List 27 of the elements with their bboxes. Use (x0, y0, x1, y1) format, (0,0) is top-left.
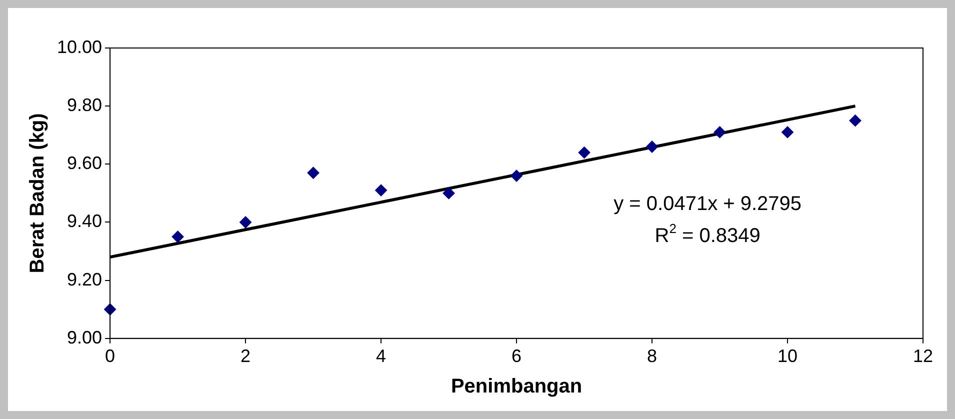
x-axis-title: Penimbangan (450, 376, 582, 398)
y-tick-label: 9.20 (66, 269, 102, 290)
point (849, 114, 862, 127)
x-tick-label: 8 (647, 346, 658, 366)
annotation: y = 0.0471x + 9.2795 (614, 193, 802, 215)
x-tick-label: 12 (912, 346, 934, 366)
x-tick-label: 10 (777, 346, 798, 366)
x-tick-label: 4 (376, 346, 386, 366)
x-tick-label: 6 (512, 346, 522, 366)
y-tick-label: 9.00 (66, 327, 102, 348)
y-tick-label: 9.80 (66, 95, 102, 116)
y-tick-label: 9.60 (66, 153, 102, 174)
y-tick-label: 10.00 (56, 36, 102, 57)
x-tick-label: 0 (105, 346, 116, 366)
y-tick-label: 9.40 (66, 211, 102, 232)
point (442, 187, 455, 200)
point (782, 126, 794, 138)
point (375, 184, 388, 196)
point (578, 146, 590, 159)
point (307, 166, 320, 179)
x-tick-label: 2 (240, 346, 251, 366)
point (510, 170, 523, 182)
y-axis-title: Berat Badan (kg) (26, 113, 49, 274)
point (172, 230, 184, 243)
point (646, 140, 658, 153)
point (240, 216, 252, 228)
point (714, 126, 726, 138)
